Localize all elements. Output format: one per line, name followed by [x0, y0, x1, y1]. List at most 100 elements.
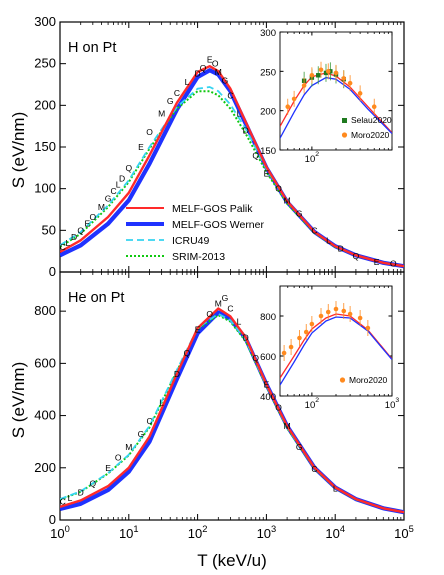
main-1-y-tick-label: 0: [49, 512, 56, 527]
series-melf-gos-palik: [60, 307, 404, 514]
experimental-point: E: [207, 55, 213, 65]
series-melf-gos-palik: [60, 65, 404, 268]
experimental-point: L: [65, 238, 70, 248]
experimental-point: C: [227, 90, 233, 100]
legend-marker-moro-he: [339, 377, 346, 383]
main-1-y-tick-label: 600: [34, 355, 56, 370]
experimental-point: Q: [252, 353, 259, 363]
inset-series-melf-gos-werner: [280, 316, 392, 386]
experimental-point: G: [167, 96, 174, 106]
experimental-point: D: [119, 174, 125, 184]
moro-point: [365, 325, 371, 331]
experimental-point: C: [60, 497, 66, 507]
selau-point: [323, 70, 329, 76]
experimental-point: E: [264, 169, 270, 179]
legend-label-moro-he: Moro2020: [349, 375, 388, 385]
inset-bot-legend: Moro2020: [339, 375, 388, 385]
experimental-point: D: [174, 369, 180, 379]
moro-point: [318, 313, 324, 319]
inset-1-y-tick-label: 800: [260, 312, 276, 323]
experimental-point: O: [115, 452, 122, 462]
inset-0-y-tick-label: 250: [260, 67, 276, 78]
experimental-point: C: [60, 242, 66, 252]
moro-point: [333, 70, 339, 76]
moro-point: [318, 67, 324, 73]
inset-1-y-tick-label: 400: [260, 392, 276, 403]
experimental-point: G: [296, 209, 303, 219]
experimental-point: E: [264, 379, 270, 389]
x-axis-title: T (keV/u): [197, 551, 267, 570]
inset-0-y-tick-label: 200: [260, 107, 276, 118]
main-0-y-tick-label: 300: [34, 14, 56, 29]
moro-point: [333, 306, 339, 312]
experimental-point: C: [311, 464, 317, 474]
moro-point: [325, 69, 331, 74]
experimental-point: D: [338, 244, 344, 254]
legend-label-srim: SRIM-2013: [172, 251, 225, 263]
experimental-point: E: [85, 219, 91, 229]
legend-label-palik: MELF-GOS Palik: [172, 203, 253, 215]
moro-point: [341, 308, 347, 314]
y-axis-title-bottom: S (eV/nm): [9, 362, 28, 439]
main-1-x-tick-label: 100: [50, 524, 70, 541]
experimental-point: E: [374, 257, 380, 267]
experimental-point: O: [212, 59, 219, 69]
experimental-point: L: [185, 77, 190, 87]
experimental-point: E: [195, 324, 201, 334]
inset-1-x-tick-label: 102: [305, 397, 320, 411]
experimental-point: M: [284, 195, 291, 205]
experimental-point: L: [237, 317, 242, 327]
moro-point: [303, 329, 309, 335]
moro-point: [297, 335, 302, 341]
experimental-point: O: [90, 212, 97, 222]
inset-series-melf-gos-palik: [280, 72, 392, 134]
moro-point: [347, 80, 353, 86]
experimental-point: Q: [77, 225, 84, 235]
experimental-point: M: [158, 109, 165, 119]
inset-top-legend: Selau2020 Moro2020: [341, 115, 392, 140]
experimental-point: O: [390, 259, 397, 269]
experimental-point: Q: [200, 63, 207, 73]
moro-point: [291, 96, 297, 102]
experimental-point: L: [68, 493, 73, 503]
legend-marker-moro: [341, 132, 348, 138]
experimental-point: O: [206, 309, 213, 319]
main-0-y-tick-label: 100: [34, 181, 56, 196]
inset-0-x-tick-label: 102: [305, 151, 320, 165]
main-0-y-tick-label: 200: [34, 97, 56, 112]
panel-h-on-pt: H on Pt Selau2020 Moro2020 MELF-GOS Pali…: [68, 40, 392, 263]
inset-0-background: [280, 32, 392, 150]
experimental-point: D: [243, 332, 249, 342]
experimental-point: G: [222, 75, 229, 85]
experimental-point: D: [78, 488, 84, 498]
experimental-point: M: [98, 202, 105, 212]
moro-point: [371, 104, 377, 110]
inset-1-x-tick-label: 103: [385, 397, 400, 411]
experimental-point: M: [284, 421, 291, 431]
main-0-y-tick-label: 250: [34, 56, 56, 71]
experimental-point: G: [296, 442, 303, 452]
experimental-point: E: [138, 142, 144, 152]
moro-point: [309, 72, 315, 78]
experimental-point: L: [116, 180, 121, 190]
legend-label-moro: Moro2020: [351, 130, 390, 140]
experimental-point: L: [333, 484, 338, 494]
main-1-y-tick-label: 800: [34, 303, 56, 318]
moro-point: [301, 83, 307, 88]
inset-1: 102 103 400 600 800: [260, 285, 400, 411]
experimental-point: Q: [353, 251, 360, 261]
inset-series-melf-gos-werner: [280, 76, 392, 139]
inset-0-y-tick-label: 150: [260, 146, 276, 157]
experimental-point: C: [311, 225, 317, 235]
experimental-point: D: [195, 69, 201, 79]
experimental-point: M: [215, 298, 222, 308]
experimental-point: Q: [125, 163, 132, 173]
main-0-y-tick-label: 150: [34, 139, 56, 154]
inset-0: 102 150 200 250 300: [260, 28, 393, 165]
legend-label-icru49: ICRU49: [172, 235, 210, 247]
y-axis-title-top: S (eV/nm): [9, 112, 28, 189]
